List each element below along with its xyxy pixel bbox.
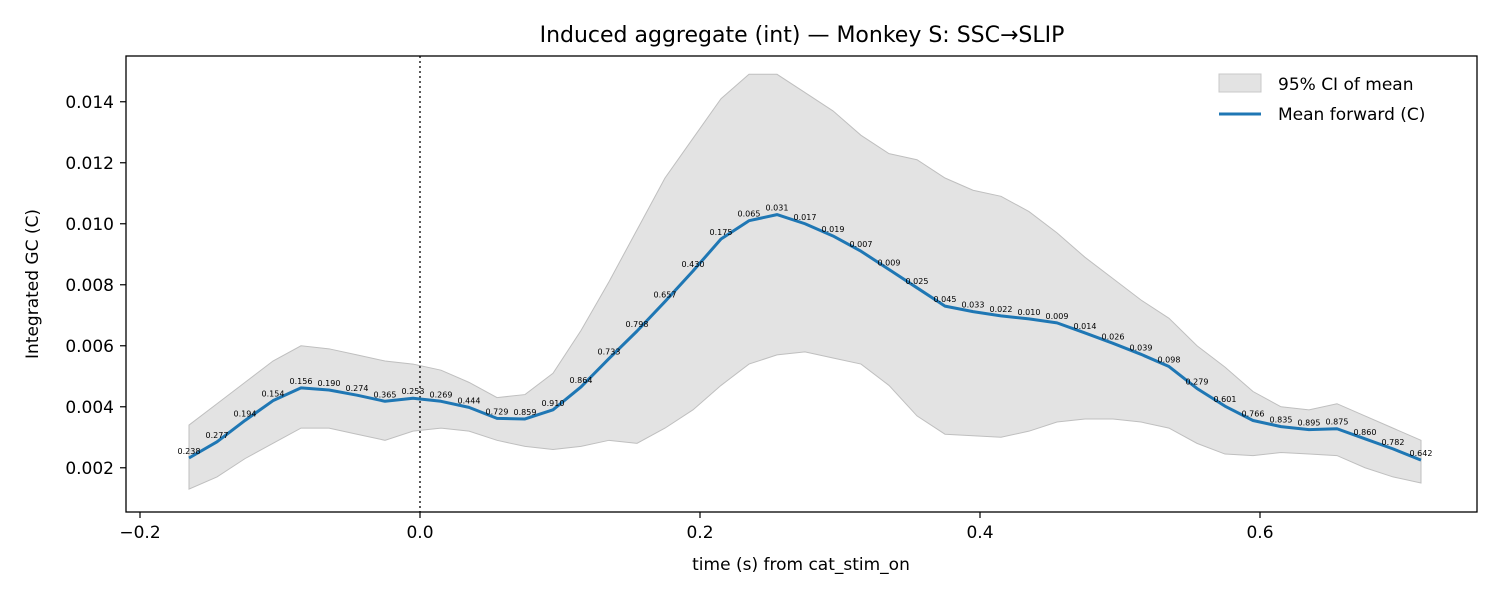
data-point-label: 0.022 — [990, 305, 1013, 314]
data-point-label: 0.860 — [1354, 428, 1377, 437]
data-point-label: 0.065 — [738, 210, 761, 219]
data-point-label: 0.430 — [682, 260, 705, 269]
x-tick-label: 0.0 — [406, 523, 433, 543]
data-point-label: 0.895 — [1298, 419, 1321, 428]
data-point-label: 0.026 — [1102, 332, 1125, 341]
data-point-label: 0.279 — [1186, 377, 1209, 386]
data-point-label: 0.045 — [934, 295, 957, 304]
data-point-label: 0.009 — [878, 259, 901, 268]
data-point-label: 0.033 — [962, 301, 985, 310]
y-tick-label: 0.010 — [65, 215, 114, 235]
data-point-label: 0.007 — [850, 240, 873, 249]
ci-band — [188, 73, 1422, 490]
y-tick-label: 0.002 — [65, 459, 114, 479]
data-point-label: 0.657 — [654, 291, 677, 300]
data-point-label: 0.253 — [402, 387, 425, 396]
data-point-label: 0.910 — [542, 399, 565, 408]
data-point-label: 0.733 — [598, 348, 621, 357]
data-point-label: 0.864 — [570, 376, 593, 385]
data-point-label: 0.156 — [290, 377, 313, 386]
data-point-label: 0.365 — [374, 390, 397, 399]
data-point-label: 0.017 — [794, 213, 817, 222]
plot-area: 0.238 0.277 0.194 0.154 0.156 0.190 0.274 0.365… — [178, 56, 1433, 512]
y-tick-label: 0.012 — [65, 154, 114, 174]
data-point-label: 0.154 — [262, 390, 285, 399]
data-point-label: 0.798 — [626, 320, 649, 329]
legend-swatch-ci — [1218, 73, 1262, 93]
legend-label-ci: 95% CI of mean — [1278, 75, 1413, 95]
data-point-label: 0.274 — [346, 384, 369, 393]
legend-label-mean: Mean forward (C) — [1278, 105, 1425, 125]
data-point-label: 0.009 — [1046, 312, 1069, 321]
data-point-label: 0.269 — [430, 390, 453, 399]
y-tick-label: 0.014 — [65, 93, 114, 113]
y-tick-label: 0.008 — [65, 276, 114, 296]
axis-ticks: −0.2 0.0 0.2 0.4 0.6 0.002 0.004 0.006 0.008 0.01… — [65, 93, 1273, 543]
axes-frame — [125, 55, 1478, 513]
data-point-label: 0.098 — [1158, 356, 1181, 365]
data-point-label: 0.766 — [1242, 409, 1265, 418]
data-point-label: 0.010 — [1018, 308, 1041, 317]
data-point-label: 0.444 — [458, 396, 481, 405]
x-tick-label: 0.6 — [1246, 523, 1273, 543]
data-point-label: 0.039 — [1130, 343, 1153, 352]
data-point-label: 0.835 — [1270, 416, 1293, 425]
data-point-label: 0.031 — [766, 204, 789, 213]
x-axis-label: time (s) from cat_stim_on — [692, 555, 910, 575]
data-point-label: 0.025 — [906, 277, 929, 286]
legend: 95% CI of mean Mean forward (C) — [1218, 73, 1425, 125]
y-tick-label: 0.006 — [65, 337, 114, 357]
data-point-label: 0.190 — [318, 379, 341, 388]
data-point-label: 0.782 — [1382, 438, 1405, 447]
mean-forward-line — [188, 213, 1422, 462]
data-point-label: 0.859 — [514, 408, 537, 417]
data-point-label: 0.642 — [1410, 449, 1433, 458]
data-point-label: 0.175 — [710, 228, 733, 237]
x-tick-label: 0.2 — [686, 523, 713, 543]
y-axis-label: Integrated GC (C) — [23, 209, 43, 359]
data-point-label: 0.014 — [1074, 322, 1097, 331]
data-point-label: 0.277 — [206, 431, 229, 440]
data-point-label: 0.729 — [486, 407, 509, 416]
data-point-label: 0.238 — [178, 447, 201, 456]
data-point-label: 0.875 — [1326, 418, 1349, 427]
data-point-label: 0.019 — [822, 225, 845, 234]
chart-title: Induced aggregate (int) — Monkey S: SSC→… — [540, 23, 1065, 48]
x-tick-label: −0.2 — [119, 523, 160, 543]
data-point-label: 0.601 — [1214, 395, 1237, 404]
x-tick-label: 0.4 — [966, 523, 993, 543]
data-point-label: 0.194 — [234, 409, 257, 418]
y-tick-label: 0.004 — [65, 398, 114, 418]
